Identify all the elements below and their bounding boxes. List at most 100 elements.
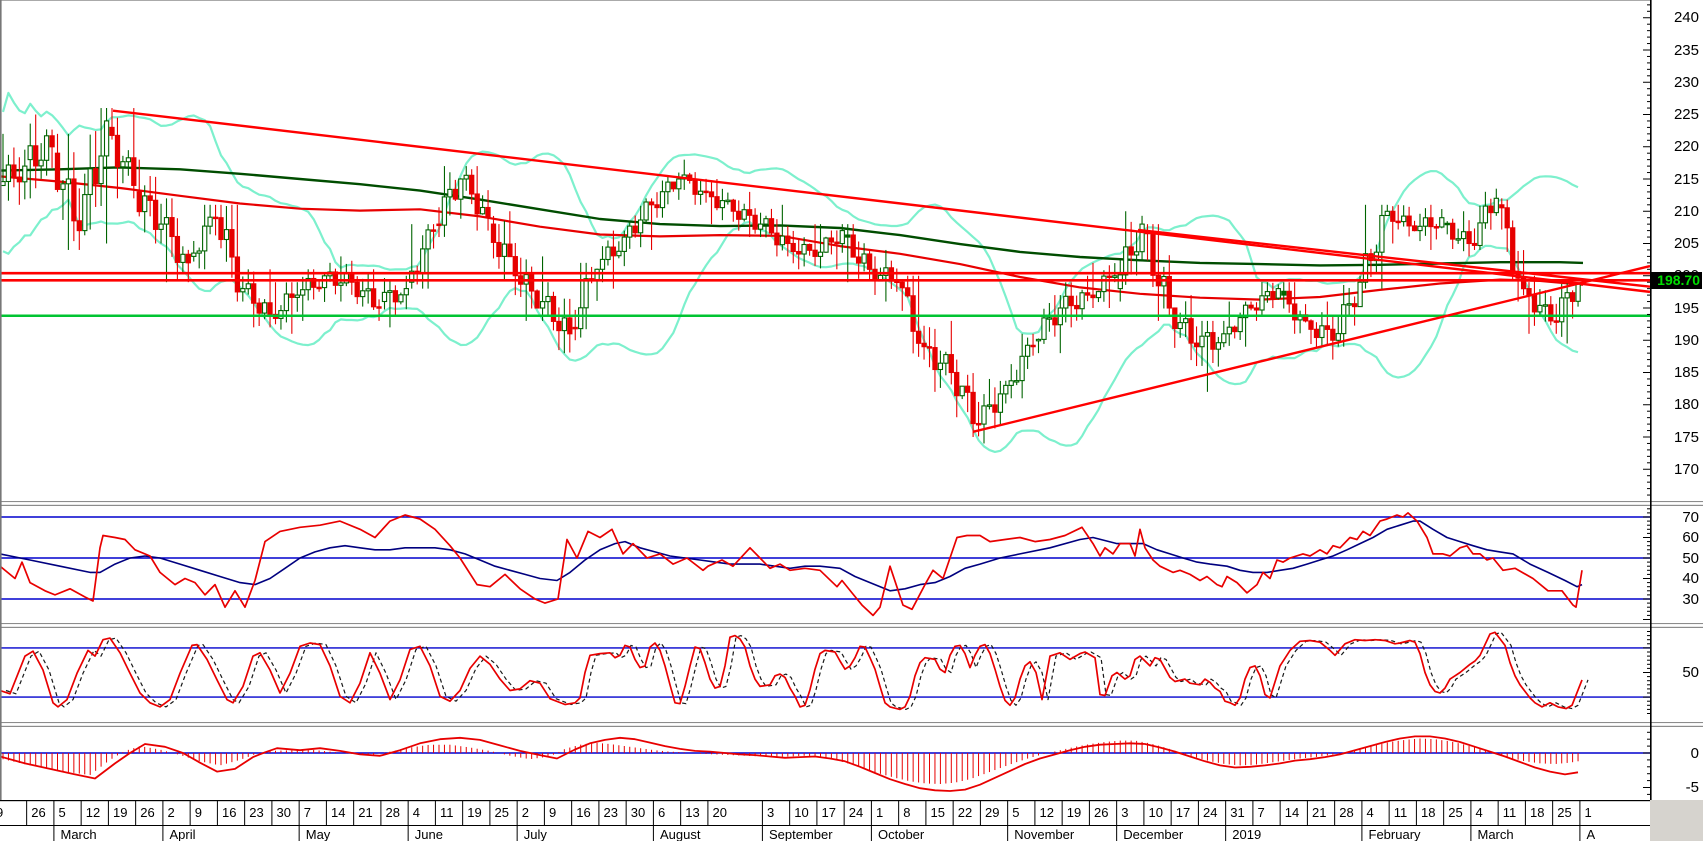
date-label: 9: [194, 805, 202, 820]
date-label: 31: [1230, 805, 1245, 820]
rsi-tick-label: 40: [1682, 570, 1699, 587]
rsi-panel[interactable]: [0, 507, 1650, 622]
date-label: 5: [58, 805, 66, 820]
date-label: 10: [1148, 805, 1163, 820]
macd-tick-label: 0: [1690, 744, 1699, 762]
date-label: 8: [903, 805, 911, 820]
date-label: 16: [576, 805, 591, 820]
month-label: August: [660, 827, 701, 841]
date-label: 9: [549, 805, 557, 820]
date-label: 2: [167, 805, 175, 820]
price-tick-label: 185: [1673, 364, 1699, 381]
month-label: 2019: [1232, 827, 1262, 841]
date-label: 11: [1502, 805, 1517, 820]
date-label: 21: [358, 805, 373, 820]
month-label: December: [1123, 827, 1184, 841]
date-label: 17: [821, 805, 836, 820]
date-label: 30: [630, 805, 646, 820]
price-tick-label: 175: [1673, 428, 1699, 446]
date-label: 7: [1257, 805, 1265, 820]
date-label: 15: [930, 805, 945, 820]
date-axis[interactable]: [0, 800, 1650, 841]
rsi-tick-label: 70: [1682, 508, 1699, 526]
price-tick-label: 225: [1673, 106, 1699, 123]
date-label: 26: [31, 805, 46, 820]
date-label: 14: [1284, 805, 1300, 820]
date-label: 12: [85, 805, 101, 820]
rsi-tick-label: 50: [1682, 549, 1699, 567]
date-label: 7: [303, 805, 311, 820]
price-tick-label: 190: [1673, 331, 1699, 349]
date-label: 19: [1066, 805, 1082, 820]
month-label: October: [878, 827, 925, 841]
price-tick-label: 195: [1673, 299, 1699, 317]
price-axis[interactable]: [1650, 0, 1703, 800]
date-label: 4: [412, 805, 420, 820]
date-label: 25: [1557, 805, 1572, 820]
month-label: September: [769, 827, 833, 841]
date-label: 26: [140, 805, 155, 820]
month-label: March: [60, 827, 97, 841]
date-label: 4: [1366, 805, 1374, 820]
date-label: 28: [1339, 805, 1354, 820]
month-label: May: [305, 827, 331, 841]
date-label: 25: [1448, 805, 1463, 820]
date-label: 10: [794, 805, 809, 820]
date-label: 30: [276, 805, 291, 820]
price-tick-label: 230: [1673, 73, 1699, 91]
date-label: 24: [848, 805, 864, 820]
price-tick-label: 180: [1673, 396, 1699, 414]
date-label: 12: [1039, 805, 1054, 820]
date-label: 1: [1584, 805, 1592, 820]
rsi-tick-label: 60: [1682, 529, 1699, 546]
date-label: 24: [1203, 805, 1218, 820]
date-label: 20: [712, 805, 727, 820]
date-label: 19: [467, 805, 482, 820]
date-label: 18: [1421, 805, 1436, 820]
macd-panel[interactable]: [0, 728, 1650, 799]
price-tick-label: 205: [1673, 235, 1699, 252]
price-tick-label: 220: [1673, 138, 1699, 156]
date-label: 26: [1094, 805, 1109, 820]
date-label: 3: [1121, 805, 1129, 820]
date-label: 18: [1530, 805, 1545, 820]
macd-tick-label: -5: [1685, 779, 1699, 796]
price-tick-label: 210: [1673, 202, 1699, 220]
date-label: 4: [1475, 805, 1483, 820]
date-label: 28: [385, 805, 400, 820]
last-price-label: 198.70: [1651, 272, 1702, 289]
date-label: 2: [521, 805, 529, 820]
date-label: 6: [658, 805, 666, 820]
month-label: February: [1368, 827, 1421, 841]
date-label: 13: [685, 805, 700, 820]
price-tick-label: 170: [1673, 460, 1699, 478]
date-label: 25: [494, 805, 509, 820]
stochastic-panel[interactable]: [0, 629, 1650, 721]
date-label: 14: [331, 805, 346, 820]
date-label: 19: [113, 805, 128, 820]
date-label: 21: [1312, 805, 1327, 820]
date-label: 23: [249, 805, 264, 820]
stoch-tick-label: 50: [1682, 664, 1699, 681]
month-label: March: [1477, 827, 1514, 841]
date-label: 3: [767, 805, 775, 820]
date-label: 23: [603, 805, 618, 820]
date-label: 1: [876, 805, 884, 820]
price-tick-label: 235: [1673, 41, 1699, 59]
date-label: 16: [222, 805, 237, 820]
price-panel[interactable]: [0, 0, 1650, 501]
date-label: 22: [957, 805, 973, 820]
month-label: November: [1014, 827, 1075, 841]
month-label: April: [169, 827, 196, 841]
date-label: 29: [985, 805, 1000, 820]
month-label: June: [414, 827, 443, 841]
date-label: 5: [1012, 805, 1020, 820]
date-label: 11: [1393, 805, 1408, 820]
month-label: July: [523, 827, 547, 841]
price-tick-label: 240: [1673, 9, 1699, 27]
date-label: 17: [1175, 805, 1191, 820]
date-label: 11: [440, 805, 454, 820]
month-label: A: [1586, 827, 1596, 841]
